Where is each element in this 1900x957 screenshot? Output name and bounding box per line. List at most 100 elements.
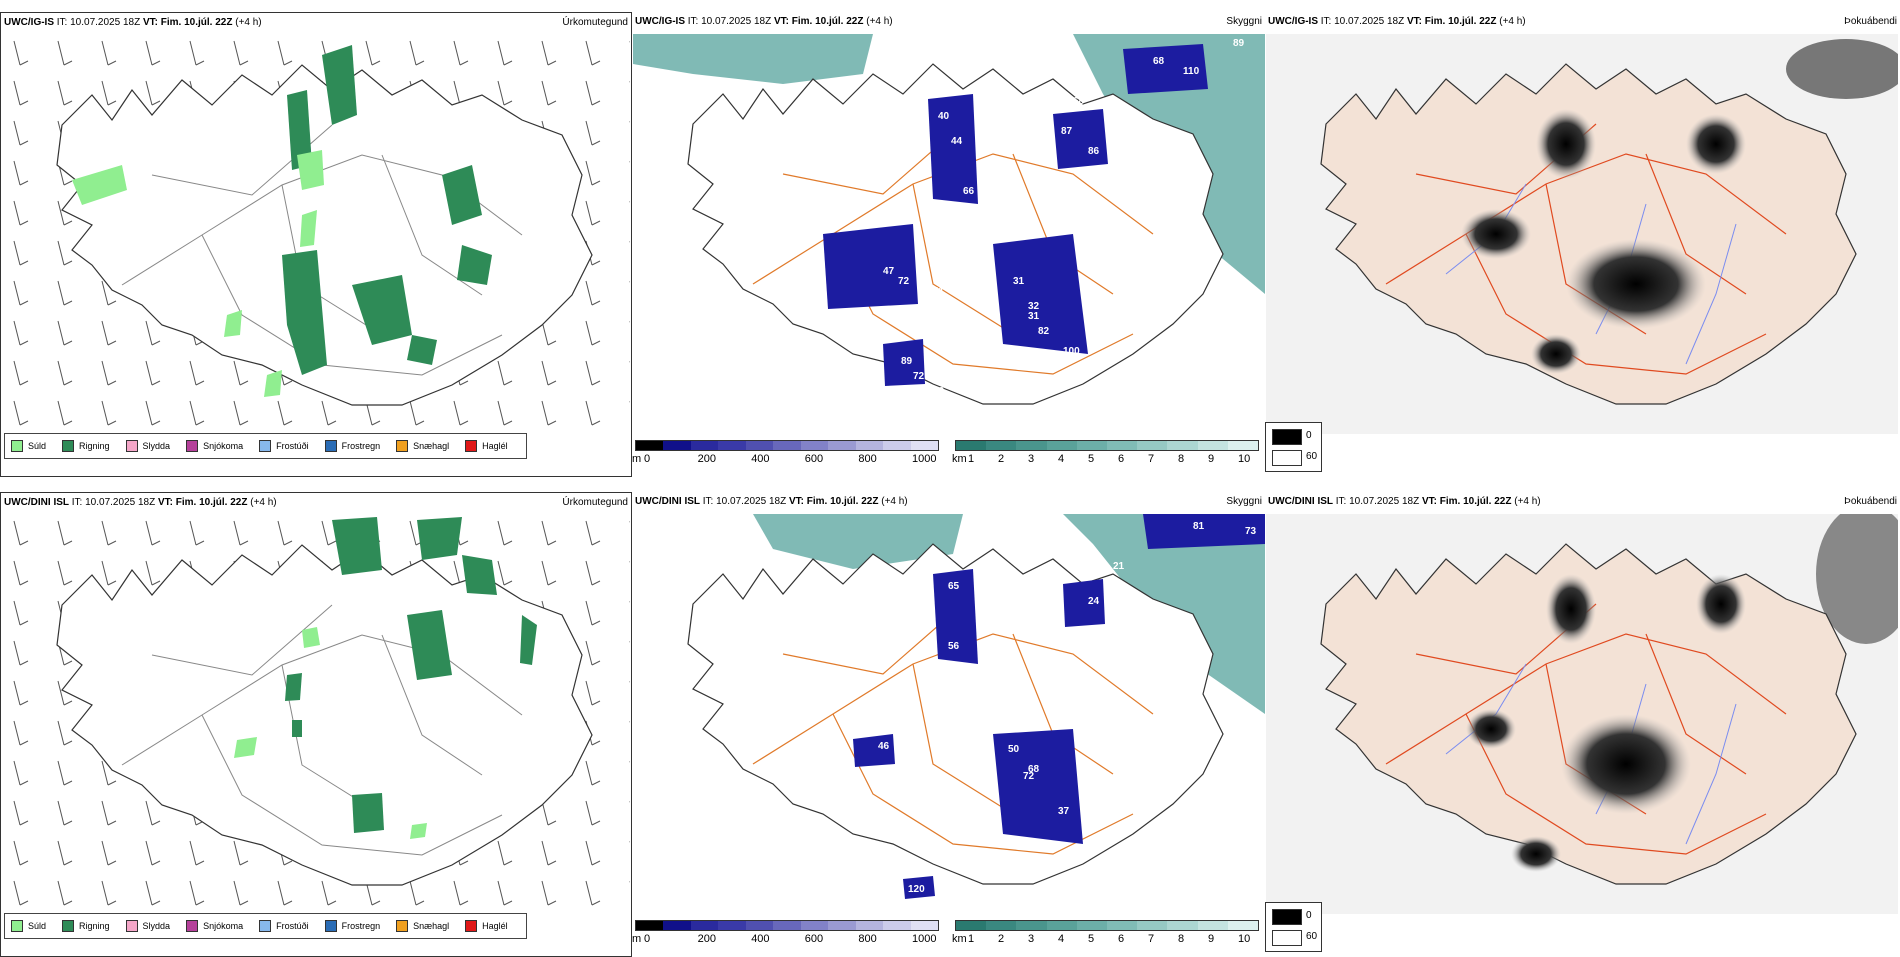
colorbar-tick: 200 [697, 933, 716, 945]
fog-panel: UWC/IG-IS IT: 10.07.2025 18Z VT: Fim. 10… [1265, 12, 1900, 477]
row-dini-isl: UWC/DINI ISL IT: 10.07.2025 18Z VT: Fim.… [0, 492, 1900, 957]
colorbar-tick: 9 [1208, 933, 1215, 945]
panel-title: Þokuábendi [1844, 16, 1897, 27]
cloud-base-value: 72 [918, 391, 930, 402]
cloudbase-map: 6889110404466878619685475417273473489726… [633, 34, 1265, 417]
cloud-base-value: 21 [1113, 561, 1125, 572]
colorbar-tick: 6 [1118, 453, 1125, 465]
colorbar-tick: 7 [1148, 453, 1155, 465]
legend-swatch [259, 440, 272, 452]
precip-type-panel: UWC/IG-IS IT: 10.07.2025 18Z VT: Fim. 10… [0, 12, 632, 477]
sea-fog-area [1816, 514, 1898, 644]
legend-swatch [324, 440, 337, 452]
colorbar-tick: 1 [968, 453, 975, 465]
vt-label: VT: [773, 16, 789, 27]
vt-label: VT: [788, 496, 804, 507]
legend-label: Súld [28, 441, 47, 451]
colorbar-tick: 7 [1148, 933, 1155, 945]
colorbar-tick: 800 [858, 933, 877, 945]
cloud-base-value: 100 [1063, 346, 1080, 357]
vt-value: Fim. 10.júl. 22Z [1424, 16, 1497, 27]
legend-item: Haglél [465, 920, 508, 932]
panel-header: UWC/DINI ISL IT: 10.07.2025 18Z VT: Fim.… [4, 497, 628, 513]
legend-swatch [186, 440, 199, 452]
legend-swatch [396, 920, 409, 932]
cloud-base-value: 54 [963, 256, 975, 267]
model-name: UWC/IG-IS [1268, 16, 1318, 27]
vt-label: VT: [157, 497, 173, 508]
cloud-base-value: 37 [1058, 806, 1070, 817]
low-cloud-areas [823, 44, 1208, 386]
cloud-base-value: 65 [948, 581, 960, 592]
cloud-base-value: 31 [1028, 311, 1040, 322]
colorbar-tick: 2 [998, 933, 1005, 945]
colorbar-tick: 0 [644, 453, 651, 465]
colorbar-tick: 9 [1208, 453, 1215, 465]
colorbar-tick: 3 [1028, 933, 1035, 945]
cloud-base-value: 32 [1028, 301, 1040, 312]
legend-item: Snæhagl [396, 920, 449, 932]
cloud-base-value: 24 [1088, 596, 1100, 607]
cloud-base-value: 72 [913, 371, 925, 382]
legend-item: Haglél [465, 440, 508, 452]
fog-key-white [1272, 930, 1302, 946]
cloud-base-value: 89 [1233, 38, 1245, 49]
cloud-base-value: 44 [951, 136, 963, 147]
fog-value-low: 0 [1306, 910, 1312, 921]
colorbar-tick: 600 [804, 933, 824, 945]
legend-swatch [465, 440, 478, 452]
legend-swatch [324, 920, 337, 932]
lead-time: (+4 h) [1499, 16, 1526, 27]
it-label: IT: [56, 17, 68, 28]
rain-areas [282, 45, 492, 375]
fog-map [1266, 514, 1898, 914]
lead-time: (+4 h) [1514, 496, 1541, 507]
panel-header: UWC/DINI ISL IT: 10.07.2025 18Z VT: Fim.… [635, 496, 1262, 512]
legend-label: Rigning [79, 441, 110, 451]
drizzle-areas [234, 627, 427, 839]
legend-item: Snjókoma [186, 920, 243, 932]
colorbar-tick: 6 [1118, 933, 1125, 945]
legend-swatch [62, 440, 75, 452]
legend-item: Slydda [125, 440, 170, 452]
legend-label: Frostúði [276, 441, 309, 451]
cloud-base-value: 72 [1023, 771, 1035, 782]
it-label: IT: [1335, 496, 1347, 507]
cloud-base-value: 68 [1028, 764, 1040, 775]
it-value: 10.07.2025 18Z [1349, 496, 1420, 507]
cloud-base-value: 34 [893, 311, 905, 322]
cloud-base-value: 72 [1098, 626, 1110, 637]
colorbar-tick: 400 [751, 453, 770, 465]
legend-swatch [11, 920, 23, 932]
model-name: UWC/DINI ISL [635, 496, 700, 507]
iceland-outline [56, 544, 593, 886]
cloud-base-value: 68 [1073, 96, 1085, 107]
cloud-base-value: 86 [1088, 146, 1100, 157]
cloud-base-value: 81 [1193, 521, 1205, 532]
road-network [121, 604, 523, 856]
visibility-unit: km [952, 453, 967, 465]
precip-legend: Súld Rigning Slydda Snjókoma Frostúði Frostre… [4, 433, 527, 459]
sea-fog-area [1786, 39, 1898, 99]
legend-label: Slydda [142, 921, 171, 931]
legend-label: Snjókoma [203, 441, 244, 451]
legend-label: Frostregn [341, 441, 381, 451]
legend-label: Haglél [482, 921, 508, 931]
colorbar-tick: 8 [1178, 933, 1185, 945]
legend-swatch [465, 920, 478, 932]
fog-panel: UWC/DINI ISL IT: 10.07.2025 18Z VT: Fim.… [1265, 492, 1900, 957]
row-ig-is: UWC/IG-IS IT: 10.07.2025 18Z VT: Fim. 10… [0, 12, 1900, 477]
cloud-base-value: 56 [948, 641, 960, 652]
fog-value-high: 60 [1306, 931, 1318, 942]
visibility-unit: km [952, 933, 967, 945]
legend-item: Slydda [125, 920, 171, 932]
panel-title: Þokuábendi [1844, 496, 1897, 507]
panel-title: Úrkomutegund [562, 497, 628, 508]
fog-legend: 0 60 [1265, 422, 1322, 472]
colorbar-tick: 200 [697, 453, 716, 465]
panel-header: UWC/IG-IS IT: 10.07.2025 18Z VT: Fim. 10… [635, 16, 1262, 32]
fog-legend: 0 60 [1265, 902, 1322, 952]
legend-label: Frostúði [276, 921, 309, 931]
colorbar-tick: 4 [1058, 453, 1065, 465]
